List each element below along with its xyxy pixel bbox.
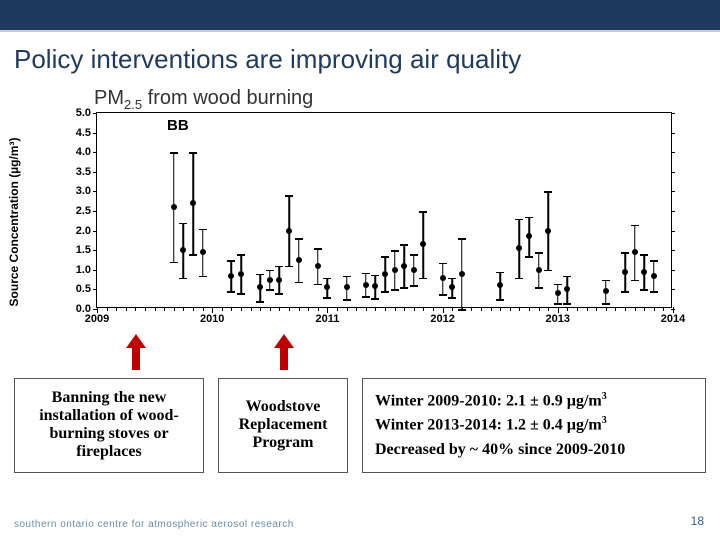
data-point (267, 277, 273, 283)
data-point (315, 263, 321, 269)
data-point (516, 245, 522, 251)
data-point (440, 275, 446, 281)
page-title: Policy interventions are improving air q… (0, 32, 720, 81)
arrows-row (0, 334, 720, 374)
stats-line-2: Winter 2013-2014: 1.2 ± 0.4 µg/m3 (375, 413, 693, 437)
data-point (449, 284, 455, 290)
data-point (651, 273, 657, 279)
data-point (622, 269, 628, 275)
data-point (392, 267, 398, 273)
footer-logo: southern ontario centre for atmospheric … (14, 519, 294, 530)
stats-1-sup: 3 (602, 391, 607, 402)
data-point (564, 286, 570, 292)
data-point (257, 284, 263, 290)
data-point (200, 249, 206, 255)
data-point (411, 267, 417, 273)
stats-box: Winter 2009-2010: 2.1 ± 0.9 µg/m3 Winter… (362, 378, 706, 473)
data-point (190, 200, 196, 206)
data-point (171, 204, 177, 210)
data-point (363, 282, 369, 288)
header-bar (0, 0, 720, 32)
data-point (382, 271, 388, 277)
callout-ban: Banning the new installation of wood-bur… (14, 378, 204, 473)
data-point (555, 290, 561, 296)
callout-program: Woodstove Replacement Program (218, 378, 348, 473)
data-point (372, 283, 378, 289)
data-point (286, 228, 292, 234)
stats-line-3: Decreased by ~ 40% since 2009-2010 (375, 438, 693, 462)
data-point (401, 263, 407, 269)
data-point (420, 241, 426, 247)
stats-2-sup: 3 (602, 415, 607, 426)
data-point (641, 269, 647, 275)
subtitle-sub: 2.5 (124, 97, 142, 112)
data-point (238, 271, 244, 277)
subtitle-rest: from wood burning (142, 87, 313, 109)
data-point (324, 284, 330, 290)
arrow-ban-icon (126, 334, 146, 370)
data-point (545, 228, 551, 234)
chart-subtitle: PM2.5 from wood burning (0, 81, 720, 114)
data-point (180, 247, 186, 253)
y-axis-label: Source Concentration (µg/m³) (7, 138, 21, 307)
data-point (536, 267, 542, 273)
stats-2-text: Winter 2013-2014: 1.2 ± 0.4 µg/m (375, 417, 602, 434)
data-point (228, 273, 234, 279)
data-point (603, 288, 609, 294)
data-point (632, 249, 638, 255)
data-point (296, 257, 302, 263)
data-point (526, 233, 532, 239)
data-point (276, 277, 282, 283)
subtitle-pm: PM (94, 87, 124, 109)
plot-region: BB 0.00.51.01.52.02.53.03.54.04.55.02009… (96, 112, 672, 308)
stats-1-text: Winter 2009-2010: 2.1 ± 0.9 µg/m (375, 392, 602, 409)
stats-line-1: Winter 2009-2010: 2.1 ± 0.9 µg/m3 (375, 389, 693, 413)
series-label: BB (167, 117, 189, 134)
arrow-program-icon (274, 334, 294, 370)
bottom-row: Banning the new installation of wood-bur… (14, 378, 706, 473)
data-point (497, 282, 503, 288)
chart-area: Source Concentration (µg/m³) BB 0.00.51.… (44, 112, 684, 332)
data-point (459, 271, 465, 277)
page-number: 18 (691, 514, 704, 528)
data-point (344, 284, 350, 290)
